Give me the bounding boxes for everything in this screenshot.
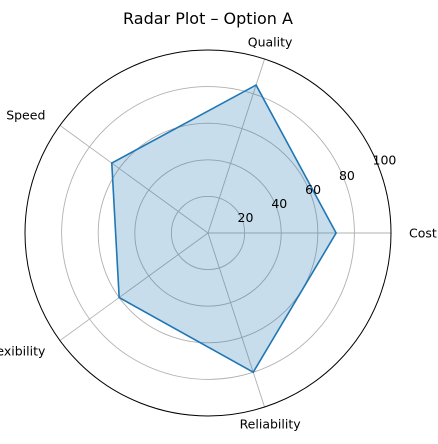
spoke-quality (207, 58, 265, 234)
axis-label-cost: Cost (409, 226, 437, 241)
data-point-reliability (252, 371, 255, 374)
radial-tick-80: 80 (339, 168, 355, 183)
radial-tick-20: 20 (238, 210, 254, 225)
radial-tick-labels: 20 40 60 80 100 (238, 152, 397, 225)
grid-spokes (59, 58, 391, 408)
spoke-speed (59, 125, 209, 234)
radial-tick-100: 100 (373, 152, 397, 167)
chart-title: Radar Plot – Option A (123, 9, 293, 28)
series-group (110, 84, 337, 374)
data-point-speed (110, 162, 113, 164)
axis-label-reliability: Reliability (240, 417, 302, 432)
polar-frame (24, 49, 392, 417)
axis-label-speed: Speed (6, 107, 45, 122)
axis-label-quality: Quality (248, 34, 293, 49)
spoke-reliability (207, 232, 265, 408)
radial-tick-60: 60 (305, 182, 321, 197)
data-point-flexibility (118, 296, 120, 299)
series-area (111, 85, 337, 373)
spoke-flexibility (59, 232, 209, 341)
data-point-cost (335, 232, 337, 234)
radial-tick-40: 40 (271, 196, 287, 211)
series-line (110, 84, 337, 374)
axis-label-flexibility: Flexibility (0, 344, 46, 359)
data-point-quality (255, 84, 257, 86)
axis-labels: Cost Quality Speed Flexibility Reliability (0, 34, 437, 431)
